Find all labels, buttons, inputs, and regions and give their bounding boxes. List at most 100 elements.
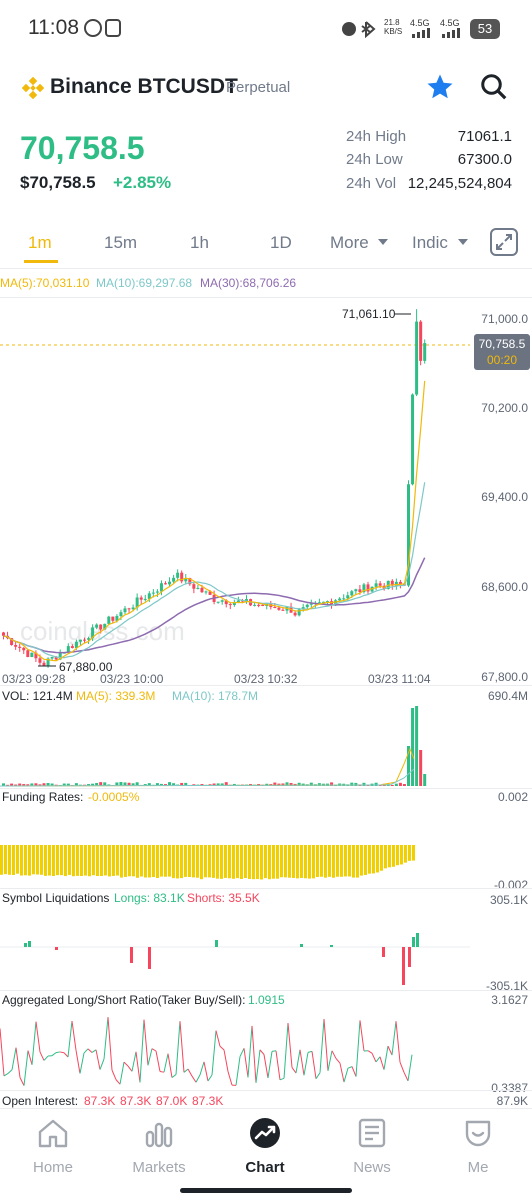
nav-label: Chart bbox=[215, 1159, 315, 1176]
search-icon[interactable] bbox=[478, 72, 510, 102]
tab-1d[interactable]: 1D bbox=[270, 233, 292, 253]
liquidations-chart bbox=[0, 905, 470, 990]
tab-1m[interactable]: 1m bbox=[28, 233, 52, 253]
ls-ratio-segment bbox=[192, 1076, 196, 1082]
ls-ratio-segment bbox=[312, 1051, 316, 1078]
funding-bar bbox=[108, 845, 111, 876]
candle bbox=[26, 650, 29, 657]
candle bbox=[51, 657, 54, 659]
funding-bar bbox=[172, 845, 175, 878]
current-price-tag: 70,758.5 00:20 bbox=[474, 334, 530, 370]
ls-ratio-segment bbox=[228, 1071, 232, 1085]
nav-label: Home bbox=[3, 1159, 103, 1176]
pair-title[interactable]: Binance BTCUSDT bbox=[50, 75, 238, 99]
tab-15m[interactable]: 15m bbox=[104, 233, 137, 253]
nav-home[interactable]: Home bbox=[3, 1116, 103, 1176]
funding-bar bbox=[0, 845, 3, 875]
candle bbox=[22, 648, 25, 650]
ls-ratio-segment bbox=[60, 1052, 64, 1053]
funding-label: Funding Rates: bbox=[2, 790, 83, 804]
ls-ratio-label: Aggregated Long/Short Ratio(Taker Buy/Se… bbox=[2, 993, 245, 1007]
candle bbox=[423, 343, 426, 361]
nav-news[interactable]: News bbox=[322, 1116, 422, 1176]
more-dropdown[interactable]: More bbox=[330, 233, 369, 253]
ls-ratio-segment bbox=[116, 1080, 120, 1085]
ls-ratio-segment bbox=[212, 1031, 216, 1075]
funding-bar bbox=[220, 845, 223, 879]
funding-bar bbox=[188, 845, 191, 877]
funding-bar bbox=[344, 845, 347, 876]
funding-bottom: -0.002 bbox=[494, 878, 528, 892]
funding-bar bbox=[128, 845, 131, 876]
candlestick-chart[interactable]: coinglass.com 71,061.10 67,880.00 bbox=[0, 298, 532, 686]
active-tab-indicator bbox=[24, 260, 58, 263]
ls-ratio-segment bbox=[56, 1052, 60, 1053]
funding-bar bbox=[268, 845, 271, 879]
candle bbox=[217, 602, 220, 603]
ls-ratio-segment bbox=[96, 1050, 100, 1070]
ls-ratio-bottom: 0.3387 bbox=[491, 1081, 528, 1095]
candle bbox=[229, 604, 232, 605]
home-icon bbox=[36, 1116, 70, 1150]
ls-ratio-segment bbox=[88, 1049, 92, 1053]
volume-bar bbox=[423, 774, 426, 786]
app-notification-icons bbox=[84, 18, 122, 38]
favorite-star-icon[interactable] bbox=[424, 72, 456, 102]
divider bbox=[0, 888, 532, 889]
last-price: 70,758.5 bbox=[20, 130, 145, 167]
liquidation-bar bbox=[300, 944, 303, 947]
funding-bar bbox=[76, 845, 79, 876]
nav-me[interactable]: Me bbox=[428, 1116, 528, 1176]
candle bbox=[192, 584, 195, 589]
candle bbox=[200, 588, 203, 592]
stat-value: 71061.1 bbox=[458, 128, 512, 145]
news-icon bbox=[355, 1116, 389, 1150]
funding-bar bbox=[384, 845, 387, 868]
fullscreen-icon[interactable] bbox=[490, 228, 518, 256]
divider bbox=[0, 685, 532, 686]
candle bbox=[2, 632, 5, 635]
funding-bar bbox=[84, 845, 87, 876]
funding-bar bbox=[96, 845, 99, 876]
funding-bar bbox=[24, 845, 27, 875]
candle bbox=[350, 591, 353, 595]
ls-ratio-segment bbox=[296, 1050, 300, 1073]
ls-ratio-segment bbox=[260, 1050, 264, 1055]
ls-ratio-segment bbox=[248, 1026, 252, 1077]
x-tick: 03/23 09:28 bbox=[2, 672, 65, 686]
divider bbox=[0, 788, 532, 789]
funding-bar bbox=[184, 845, 187, 877]
funding-bar bbox=[144, 845, 147, 878]
funding-bar bbox=[224, 845, 227, 878]
tab-1h[interactable]: 1h bbox=[190, 233, 209, 253]
funding-bar bbox=[232, 845, 235, 879]
ls-ratio-segment bbox=[52, 1053, 56, 1056]
liquidation-bar bbox=[412, 937, 415, 947]
ls-ratio-segment bbox=[140, 1020, 144, 1083]
candle bbox=[379, 583, 382, 585]
volume-bar bbox=[399, 783, 402, 786]
ls-ratio-segment bbox=[388, 1046, 392, 1055]
ls-ratio-segment bbox=[256, 1050, 260, 1083]
ls-ratio-segment bbox=[188, 1069, 192, 1076]
indicator-dropdown[interactable]: Indic bbox=[412, 233, 448, 253]
ls-ratio-segment bbox=[20, 1077, 24, 1085]
divider bbox=[0, 268, 532, 269]
funding-bar bbox=[116, 845, 119, 876]
funding-bar bbox=[140, 845, 143, 876]
funding-bar bbox=[136, 845, 139, 878]
funding-bar bbox=[264, 845, 267, 878]
funding-bar bbox=[240, 845, 243, 879]
ls-ratio-segment bbox=[352, 1067, 356, 1077]
funding-bar bbox=[340, 845, 343, 877]
nav-chart[interactable]: Chart bbox=[215, 1116, 315, 1176]
nav-markets[interactable]: Markets bbox=[109, 1116, 209, 1176]
y-tick: 71,000.0 bbox=[481, 312, 528, 326]
funding-bar bbox=[312, 845, 315, 878]
candle bbox=[168, 582, 171, 585]
home-indicator[interactable] bbox=[180, 1188, 352, 1193]
ls-ratio-segment bbox=[44, 1056, 48, 1060]
funding-bar bbox=[364, 845, 367, 875]
ls-ratio-value: 1.0915 bbox=[248, 993, 285, 1007]
candle bbox=[346, 595, 349, 598]
